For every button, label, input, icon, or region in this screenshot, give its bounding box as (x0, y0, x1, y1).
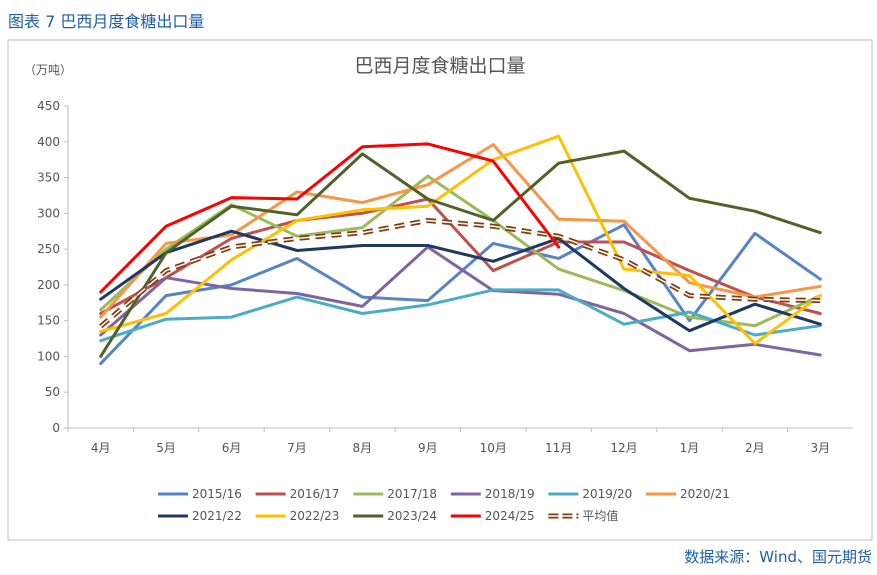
x-tick-label: 4月 (91, 441, 111, 455)
series-line (99, 288, 822, 343)
series-line (99, 229, 822, 333)
series-line (99, 174, 822, 328)
series-line-inner (100, 219, 821, 327)
legend-label: 2020/21 (680, 487, 730, 501)
source: 数据来源：Wind、国元期货 (684, 548, 872, 566)
y-axis-label: （万吨） (24, 63, 72, 77)
header: 图表 7 巴西月度食糖出口量 (8, 12, 204, 31)
y-tick-label: 300 (37, 206, 60, 220)
y-tick-label: 50 (45, 385, 60, 399)
legend-label: 平均值 (582, 508, 618, 523)
y-tick-label: 450 (37, 99, 60, 113)
y-tick-label: 250 (37, 242, 60, 256)
x-tick-label: 11月 (545, 441, 572, 455)
series-line (99, 149, 822, 358)
x-tick-label: 3月 (810, 441, 830, 455)
legend-label: 2024/25 (485, 509, 535, 523)
x-tick-label: 1月 (680, 441, 700, 455)
y-tick-label: 100 (37, 349, 60, 363)
x-tick-label: 2月 (745, 441, 765, 455)
series-line (99, 134, 822, 346)
y-tick-label: 0 (52, 421, 60, 435)
legend-label: 2023/24 (387, 509, 437, 523)
chart-title: 巴西月度食糖出口量 (354, 55, 525, 77)
y-tick-label: 350 (37, 171, 60, 185)
series-line (99, 223, 822, 366)
legend-label: 2016/17 (290, 487, 340, 501)
legend-label: 2021/22 (192, 509, 242, 523)
legend-label: 2015/16 (192, 487, 242, 501)
series-line (99, 142, 561, 294)
x-tick-label: 7月 (287, 441, 307, 455)
x-tick-label: 9月 (418, 441, 438, 455)
x-tick-label: 6月 (222, 441, 242, 455)
y-tick-label: 400 (37, 135, 60, 149)
x-tick-label: 12月 (610, 441, 637, 455)
series-line (99, 197, 822, 315)
legend-label: 2018/19 (485, 487, 535, 501)
x-tick-label: 10月 (480, 441, 507, 455)
x-tick-label: 5月 (156, 441, 176, 455)
legend-label: 2017/18 (387, 487, 437, 501)
legend-label: 2019/20 (582, 487, 632, 501)
legend-label: 2022/23 (290, 509, 340, 523)
y-tick-label: 200 (37, 278, 60, 292)
y-tick-label: 150 (37, 314, 60, 328)
series-line (99, 245, 822, 357)
chart-frame (7, 39, 873, 541)
x-tick-label: 8月 (353, 441, 373, 455)
